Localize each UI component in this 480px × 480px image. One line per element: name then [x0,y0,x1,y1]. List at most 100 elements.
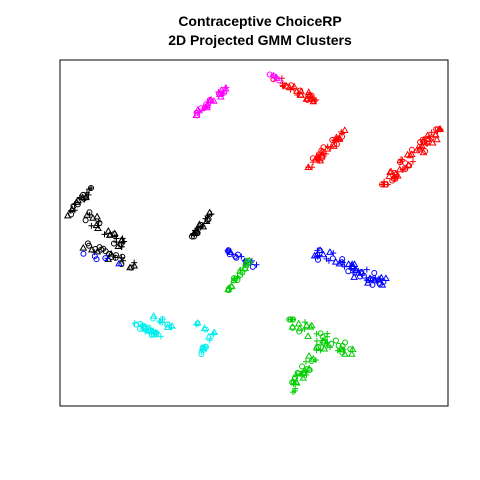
data-point [200,324,209,332]
data-point [202,217,211,225]
data-point [332,337,339,344]
data-point [67,207,74,214]
data-point [428,129,435,136]
data-point [415,144,424,152]
data-point [408,146,415,153]
data-point [119,253,126,260]
data-point [287,316,294,323]
data-point [341,263,348,270]
data-point [340,126,349,133]
data-point [88,222,95,229]
data-point [434,126,441,133]
data-point [395,165,404,173]
points-layer [63,71,445,396]
data-point [330,249,337,256]
data-point [204,217,211,224]
data-point [296,328,303,335]
data-point [309,95,316,102]
data-point [82,217,89,224]
data-point [331,134,340,142]
data-point [345,268,352,275]
data-point [94,224,102,232]
data-point [357,273,364,280]
data-point [295,324,304,332]
data-point [320,150,327,157]
data-point [287,86,294,93]
data-point [320,344,329,352]
data-point [289,389,296,396]
data-point [392,173,399,180]
data-point [114,242,123,250]
data-point [113,239,120,246]
data-point [347,350,356,357]
data-point [115,259,123,267]
data-point [371,276,379,284]
data-point [350,273,359,280]
data-point [292,385,299,392]
data-point [153,330,160,337]
data-point [310,251,319,259]
data-point [290,380,297,387]
chart-title-line2: 2D Projected GMM Clusters [168,32,352,48]
data-point [111,233,118,240]
data-point [305,364,313,372]
data-point [157,333,164,340]
data-point [350,260,359,267]
data-point [313,156,320,163]
data-point [391,169,398,176]
data-point [314,253,321,260]
data-point [223,84,230,91]
data-point [339,133,346,140]
data-point [79,243,88,251]
data-point [304,332,312,339]
data-point [239,269,246,276]
data-point [331,141,338,148]
data-point [206,337,213,344]
data-point [385,172,394,180]
data-point [339,259,346,266]
data-point [313,337,320,344]
data-point [253,261,260,268]
data-point [431,130,440,138]
data-point [324,333,331,340]
data-point [337,345,345,353]
data-point [297,87,306,95]
data-point [280,83,287,90]
data-point [299,363,306,370]
data-point [303,358,310,365]
data-point [301,319,308,326]
data-point [316,157,323,164]
data-point [333,141,340,148]
data-point [322,336,329,343]
data-point [424,141,431,148]
data-point [93,212,101,220]
data-point [106,250,113,257]
data-point [433,135,441,143]
data-point [93,247,102,255]
data-point [320,144,327,151]
data-point [86,209,93,216]
data-point [342,339,349,346]
data-point [304,88,313,96]
data-point [112,254,119,261]
data-point [381,178,388,185]
data-point [163,323,172,330]
data-point [326,248,334,255]
data-point [205,332,213,340]
data-point [303,371,310,378]
data-point [419,148,428,156]
data-point [305,351,313,359]
data-point [327,144,334,151]
data-point [270,72,277,79]
data-point [110,229,119,237]
data-point [88,185,95,192]
data-point [313,347,320,354]
data-point [85,191,92,198]
data-point [159,316,166,323]
data-point [340,346,347,353]
data-point [96,220,103,227]
data-point [273,74,280,81]
data-point [93,256,100,263]
data-point [91,253,98,260]
